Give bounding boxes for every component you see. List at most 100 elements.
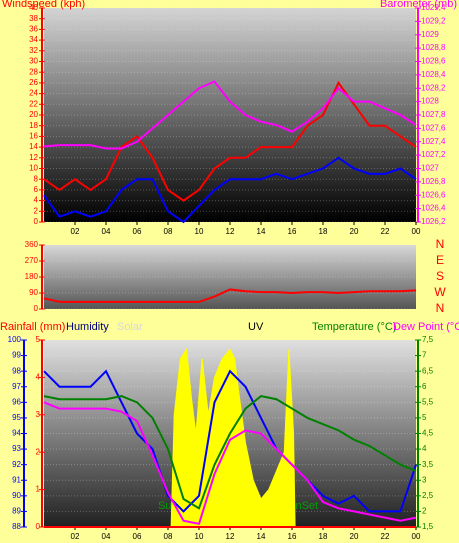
series-line	[43, 288, 417, 303]
x-tick-label: 00	[412, 532, 421, 541]
tick-label: 98	[12, 366, 21, 375]
tick-label: 6,5	[422, 366, 434, 375]
tick-label: 92	[12, 460, 21, 469]
x-tick-label: 02	[71, 227, 80, 236]
header-label: UV	[248, 321, 264, 333]
x-tick-label: 16	[288, 227, 297, 236]
x-tick-label: 18	[319, 532, 328, 541]
tick-label: 1026,4	[421, 204, 446, 213]
x-tick-label: 20	[350, 532, 359, 541]
tick-label: 1026,6	[421, 190, 446, 199]
tick-label: 93	[12, 444, 21, 453]
tick-label: 1027,2	[421, 150, 446, 159]
tick-label: 4	[422, 444, 427, 453]
x-tick-label: 08	[164, 532, 173, 541]
tick-label: 7,5	[422, 335, 434, 344]
header-label: Temperature (°C)	[312, 321, 396, 333]
tick-label: 1028,6	[421, 57, 446, 66]
axis-title: Windspeed (kph)	[2, 0, 85, 10]
tick-label: 0	[36, 522, 41, 531]
tick-label: 2	[34, 206, 39, 215]
tick-label: 1027,8	[421, 110, 446, 119]
tick-label: 1028	[421, 97, 439, 106]
tick-label: 90	[29, 288, 38, 297]
tick-label: 88	[12, 522, 21, 531]
x-tick-label: 10	[195, 532, 204, 541]
tick-label: 1028,4	[421, 70, 446, 79]
compass-label: S	[436, 269, 444, 283]
x-tick-label: 12	[226, 532, 235, 541]
x-tick-label: 10	[195, 227, 204, 236]
tick-label: 2,5	[422, 491, 434, 500]
tick-label: 32	[29, 46, 38, 55]
header-label: Dew Point (°C	[393, 321, 459, 333]
tick-label: 95	[12, 413, 21, 422]
tick-label: 270	[25, 256, 39, 265]
x-tick-label: 06	[133, 227, 142, 236]
tick-label: 1028,2	[421, 83, 446, 92]
tick-label: 90	[12, 491, 21, 500]
x-tick-label: 02	[71, 532, 80, 541]
tick-label: 5	[36, 335, 41, 344]
tick-label: 96	[12, 397, 21, 406]
tick-label: 1026,8	[421, 177, 446, 186]
tick-label: 89	[12, 507, 21, 516]
tick-label: 26	[29, 78, 38, 87]
plot-area	[44, 245, 416, 309]
compass-label: N	[436, 237, 445, 251]
x-tick-label: 22	[381, 532, 390, 541]
tick-label: 22	[29, 99, 38, 108]
tick-label: 99	[12, 351, 21, 360]
header-label: Humidity	[66, 321, 109, 333]
tick-label: 1029,2	[421, 16, 446, 25]
tick-label: 4	[36, 373, 41, 382]
tick-label: 18	[29, 121, 38, 130]
tick-label: 91	[12, 475, 21, 484]
tick-label: 36	[29, 25, 38, 34]
series-line	[43, 369, 417, 513]
tick-label: 1027,4	[421, 137, 446, 146]
plot-area	[44, 8, 416, 222]
tick-label: 1029	[421, 30, 439, 39]
tick-label: 1,5	[422, 522, 434, 531]
tick-label: 4,5	[422, 429, 434, 438]
x-tick-label: 04	[102, 227, 111, 236]
tick-label: 3	[422, 475, 427, 484]
header-label: Rainfall (mm)	[0, 321, 65, 333]
tick-label: 2	[36, 447, 41, 456]
tick-label: 3	[36, 410, 41, 419]
tick-label: 4	[34, 196, 39, 205]
tick-label: 30	[29, 57, 38, 66]
tick-label: 14	[29, 142, 38, 151]
tick-label: 94	[12, 429, 21, 438]
tick-label: 10	[29, 164, 38, 173]
x-tick-label: 04	[102, 532, 111, 541]
tick-label: 28	[29, 67, 38, 76]
tick-label: 3,5	[422, 460, 434, 469]
tick-label: 0	[34, 304, 39, 313]
series-line	[43, 401, 417, 526]
tick-label: 6	[422, 382, 427, 391]
series-line	[43, 80, 417, 150]
tick-label: 0	[34, 217, 39, 226]
tick-label: 1	[36, 485, 41, 494]
tick-label: 360	[25, 240, 39, 249]
tick-label: 7	[422, 351, 427, 360]
x-tick-label: 12	[226, 227, 235, 236]
series-line	[43, 156, 417, 224]
tick-label: 38	[29, 14, 38, 23]
series-line	[43, 80, 417, 202]
tick-label: 100	[8, 335, 22, 344]
series-line	[43, 395, 417, 510]
x-tick-label: 08	[164, 227, 173, 236]
x-tick-label: 20	[350, 227, 359, 236]
tick-label: 1027	[421, 164, 439, 173]
tick-label: 20	[29, 110, 38, 119]
axis-title: Barometer (mb)	[380, 0, 457, 10]
tick-label: 24	[29, 89, 38, 98]
tick-label: 40	[29, 3, 38, 12]
x-tick-label: 16	[288, 532, 297, 541]
x-tick-label: 18	[319, 227, 328, 236]
compass-label: N	[436, 301, 445, 315]
